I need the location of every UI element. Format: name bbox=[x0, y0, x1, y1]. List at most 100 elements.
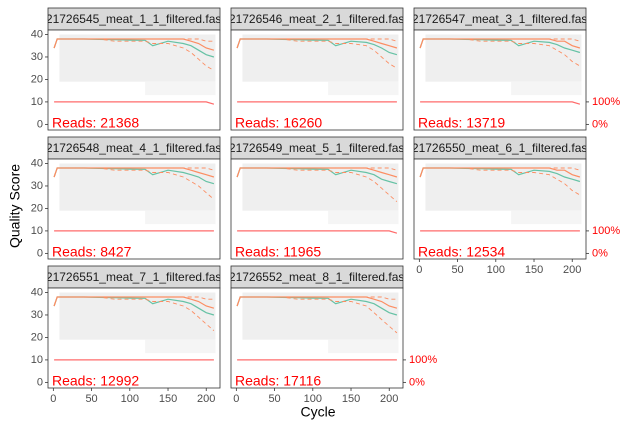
heatmap-shade bbox=[59, 34, 216, 82]
heatmap-shade bbox=[328, 210, 399, 225]
quality-line bbox=[419, 38, 581, 49]
facet-panel: SRR21726549_meat_5_1_filtered.fastq.gz Re… bbox=[204, 136, 431, 260]
x-tick-label: 150 bbox=[342, 393, 360, 405]
y2-tick-label: 100% bbox=[592, 96, 620, 108]
x-tick-label: 50 bbox=[268, 393, 280, 405]
reads-annotation: Reads: 17116 bbox=[235, 373, 321, 389]
x-tick-label: 0 bbox=[233, 393, 239, 405]
x-tick-label: 0 bbox=[50, 393, 56, 405]
y2-tick-label: 100% bbox=[592, 225, 620, 237]
quality-line bbox=[419, 167, 581, 178]
quality-line bbox=[53, 296, 215, 309]
y-tick-label: 20 bbox=[31, 202, 43, 214]
y-tick-label: 30 bbox=[31, 180, 43, 192]
x-tick-label: 200 bbox=[197, 393, 215, 405]
x-tick-label: 100 bbox=[121, 393, 139, 405]
heatmap-shade bbox=[328, 81, 399, 96]
heatmap-shade bbox=[511, 210, 582, 225]
panel-border bbox=[47, 287, 221, 389]
y-tick-label: 30 bbox=[31, 309, 43, 321]
heatmap-shade bbox=[145, 339, 216, 354]
y-tick-label: 10 bbox=[31, 354, 43, 366]
x-tick-label: 100 bbox=[487, 264, 505, 276]
y2-tick-label: 0% bbox=[409, 376, 425, 388]
x-tick-label: 200 bbox=[563, 264, 581, 276]
y-tick-label: 30 bbox=[31, 51, 43, 63]
quality-line bbox=[53, 167, 215, 178]
y2-tick-label: 0% bbox=[592, 118, 608, 130]
plot-area bbox=[236, 38, 398, 103]
y-tick-label: 0 bbox=[37, 247, 43, 259]
heatmap-shade bbox=[328, 339, 399, 354]
panel-border bbox=[230, 287, 404, 389]
facet-panel: SRR21726548_meat_4_1_filtered.fastq.gz Re… bbox=[21, 136, 248, 260]
heatmap-shade bbox=[242, 292, 399, 340]
quality-line bbox=[419, 167, 581, 178]
plot-area bbox=[236, 167, 398, 234]
quality-line bbox=[53, 38, 215, 51]
reads-annotation: Reads: 13719 bbox=[418, 115, 505, 131]
quality-line bbox=[236, 38, 398, 49]
y-tick-label: 10 bbox=[31, 96, 43, 108]
y2-tick-label: 0% bbox=[592, 247, 608, 259]
heatmap-shade bbox=[242, 34, 399, 82]
strip-label: SRR21726548_meat_4_1_filtered.fastq.gz bbox=[21, 141, 248, 155]
y-tick-label: 0 bbox=[37, 118, 43, 130]
facet-panel: SRR21726545_meat_1_1_filtered.fastq.gz Re… bbox=[31, 7, 221, 131]
heatmap-shade bbox=[145, 210, 216, 225]
y-tick-label: 10 bbox=[31, 225, 43, 237]
quality-line bbox=[420, 101, 581, 105]
quality-line bbox=[53, 38, 214, 49]
facet-panel: SRR21726546_meat_2_1_filtered.fastq.gz Re… bbox=[204, 7, 431, 131]
x-tick-label: 150 bbox=[159, 393, 177, 405]
strip-label: SRR21726550_meat_6_1_filtered.fastq.gz bbox=[387, 141, 614, 155]
x-axis-title: Cycle bbox=[300, 404, 335, 420]
x-tick-label: 50 bbox=[85, 393, 97, 405]
panel-border bbox=[47, 29, 221, 131]
reads-annotation: Reads: 12534 bbox=[418, 244, 505, 260]
y-tick-label: 20 bbox=[31, 73, 43, 85]
reads-annotation: Reads: 21368 bbox=[52, 115, 139, 131]
panel-border bbox=[413, 158, 587, 260]
quality-line bbox=[53, 167, 215, 178]
y-tick-label: 0 bbox=[37, 376, 43, 388]
strip-label: SRR21726551_meat_7_1_filtered.fastq.gz bbox=[21, 270, 248, 284]
heatmap-shade bbox=[425, 34, 582, 82]
strip-label: SRR21726546_meat_2_1_filtered.fastq.gz bbox=[204, 12, 431, 26]
quality-line bbox=[236, 296, 397, 307]
strip-label: SRR21726549_meat_5_1_filtered.fastq.gz bbox=[204, 141, 431, 155]
reads-annotation: Reads: 16260 bbox=[235, 115, 322, 131]
panel-border bbox=[230, 158, 404, 260]
quality-line bbox=[54, 101, 215, 105]
x-tick-label: 100 bbox=[304, 393, 322, 405]
y-tick-label: 40 bbox=[31, 157, 43, 169]
y-tick-label: 40 bbox=[31, 286, 43, 298]
reads-annotation: Reads: 11965 bbox=[235, 244, 321, 260]
x-tick-label: 150 bbox=[525, 264, 543, 276]
heatmap-shade bbox=[59, 292, 216, 340]
y-tick-label: 40 bbox=[31, 28, 43, 40]
plot-area bbox=[419, 167, 581, 232]
plot-area bbox=[236, 296, 398, 361]
y2-tick-label: 100% bbox=[409, 354, 437, 366]
panel-border bbox=[230, 29, 404, 131]
facet-panel: SRR21726547_meat_3_1_filtered.fastq.gz Re… bbox=[387, 7, 620, 131]
facet-panel: SRR21726551_meat_7_1_filtered.fastq.gz Re… bbox=[21, 265, 248, 405]
plot-area bbox=[419, 38, 581, 105]
quality-line bbox=[236, 296, 398, 309]
strip-label: SRR21726547_meat_3_1_filtered.fastq.gz bbox=[387, 12, 614, 26]
facet-panel: SRR21726552_meat_8_1_filtered.fastq.gz Re… bbox=[204, 265, 437, 405]
heatmap-shade bbox=[511, 81, 582, 96]
heatmap-shade bbox=[59, 163, 216, 211]
reads-annotation: Reads: 8427 bbox=[52, 244, 132, 260]
quality-line bbox=[53, 296, 214, 307]
strip-label: SRR21726552_meat_8_1_filtered.fastq.gz bbox=[204, 270, 431, 284]
heatmap-shade bbox=[145, 81, 216, 96]
heatmap-shade bbox=[425, 163, 582, 211]
quality-line bbox=[419, 38, 581, 49]
panel-border bbox=[47, 158, 221, 260]
heatmap-shade bbox=[242, 163, 399, 211]
plot-area bbox=[53, 296, 215, 361]
quality-line bbox=[236, 167, 398, 178]
